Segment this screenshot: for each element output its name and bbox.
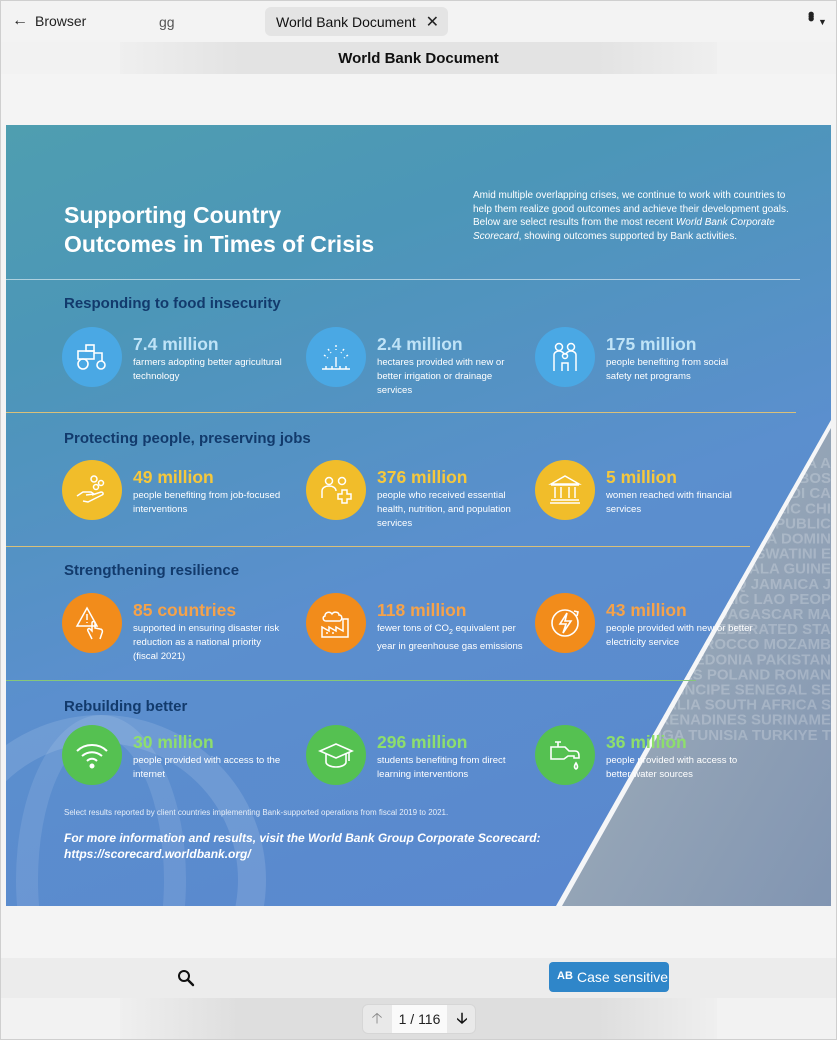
case-sensitive-label: Case sensitive: [577, 969, 669, 985]
stat-value: 5 million: [606, 467, 677, 487]
section-heading-resilience: Strengthening resilience: [64, 562, 240, 579]
desc-part: fewer tons of CO: [377, 623, 449, 634]
more-info-text: For more information and results, visit …: [64, 831, 541, 845]
stat-description: hectares provided with new or better irr…: [377, 357, 505, 396]
graduation-cap-icon: [306, 725, 366, 785]
overflow-menu-button[interactable]: ••• ▼: [799, 9, 829, 33]
water-tap-icon: [535, 725, 595, 785]
stat-value: 49 million: [133, 467, 214, 487]
stat-value: 376 million: [377, 467, 468, 487]
browser-top-bar: ← Browser gg World Bank Document ✕ ••• ▼: [0, 0, 837, 42]
stat-description: people provided with new or better elect…: [606, 623, 753, 648]
section-heading-food: Responding to food insecurity: [64, 295, 281, 312]
divider: [6, 680, 696, 681]
more-info: For more information and results, visit …: [64, 830, 541, 862]
stat-value: 296 million: [377, 732, 468, 752]
intro-scorecard-title: World Bank Corporate Scorecard: [473, 217, 775, 242]
stat-description: students benefiting from direct learning…: [377, 755, 506, 780]
tab-title: World Bank Document: [276, 14, 416, 30]
tab-world-bank-document[interactable]: World Bank Document ✕: [265, 7, 448, 36]
caret-down-icon: ▼: [818, 17, 827, 27]
country-name-row: MADAGASCAR MA: [694, 606, 832, 623]
stat-value: 175 million: [606, 334, 697, 354]
stat-description: farmers adopting better agricultural tec…: [133, 357, 282, 382]
page-indicator[interactable]: 1 / 116: [392, 1005, 447, 1033]
document-title: World Bank Document: [338, 50, 499, 67]
divider: [6, 546, 750, 547]
stat-description: fewer tons of CO2 equivalent per year in…: [377, 622, 527, 654]
bank-icon: [535, 460, 595, 520]
stat-description: people who received essential health, nu…: [377, 490, 511, 529]
footnote: Select results reported by client countr…: [64, 808, 449, 817]
stat-value: 43 million: [606, 600, 687, 620]
stat-description: supported in ensuring disaster risk redu…: [133, 623, 280, 662]
stat-value: 2.4 million: [377, 334, 463, 354]
family-icon: [535, 327, 595, 387]
stat-description: people provided with access to the inter…: [133, 755, 281, 780]
search-icon[interactable]: [176, 968, 196, 988]
document-title-bar: World Bank Document: [120, 42, 717, 74]
document-page: ARGENTINA A BOLIVIA BOS BURUNDI CA PUBLIC C…: [6, 125, 831, 906]
title-line-1: Supporting Country: [64, 202, 282, 228]
stat-description: women reached with financial services: [606, 490, 732, 515]
factory-cloud-icon: [306, 593, 366, 653]
back-arrow-icon[interactable]: ←: [12, 12, 28, 29]
stat-value: 30 million: [133, 732, 214, 752]
divider: [6, 279, 800, 280]
stat-description: people benefiting from social safety net…: [606, 357, 729, 382]
title-line-2: Outcomes in Times of Crisis: [64, 231, 375, 257]
case-sensitive-icon: AB: [557, 970, 573, 982]
desc-subscript: 2: [448, 628, 453, 636]
hand-coins-icon: [62, 460, 122, 520]
stat-description: people provided with access to better wa…: [606, 755, 738, 780]
wifi-icon: [62, 725, 122, 785]
section-heading-rebuilding: Rebuilding better: [64, 698, 188, 715]
section-heading-jobs: Protecting people, preserving jobs: [64, 430, 311, 447]
page-navigator: 🡡 1 / 116 🡣: [362, 1004, 476, 1034]
desc-part: equivalent per year in greenhouse gas em…: [377, 623, 523, 652]
stat-value: 36 million: [606, 732, 687, 752]
health-cross-icon: [306, 460, 366, 520]
next-page-arrow-icon[interactable]: 🡣: [456, 1010, 468, 1027]
stat-value: 118 million: [377, 600, 467, 620]
close-icon[interactable]: ✕: [425, 14, 439, 31]
warning-hand-icon: [62, 593, 122, 653]
pager-bar: 🡡 1 / 116 🡣: [120, 998, 717, 1040]
scorecard-link[interactable]: https://scorecard.worldbank.org/: [64, 847, 251, 861]
country-name-row: TIMOR-LESTE TOGO TONGA TUNISIA TURKIYE T: [556, 727, 831, 744]
intro-paragraph: Amid multiple overlapping crises, we con…: [473, 189, 793, 243]
tractor-icon: [62, 327, 122, 387]
intro-text-end: , showing outcomes supported by Bank act…: [518, 230, 738, 242]
intro-text: Amid multiple overlapping crises, we con…: [473, 190, 789, 229]
stat-value: 85 countries: [133, 600, 237, 620]
stat-description: people benefiting from job-focused inter…: [133, 490, 281, 515]
url-text[interactable]: gg: [159, 14, 175, 30]
previous-page-arrow-icon[interactable]: 🡡: [371, 1010, 383, 1027]
page-title: Supporting Country Outcomes in Times of …: [64, 201, 424, 259]
stat-value: 7.4 million: [133, 334, 219, 354]
divider: [6, 412, 796, 413]
find-toolbar: AB Case sensitive: [0, 958, 837, 998]
case-sensitive-button[interactable]: AB Case sensitive: [549, 962, 669, 992]
back-label[interactable]: Browser: [35, 13, 87, 29]
kebab-menu-icon: •••: [801, 11, 821, 18]
irrigation-icon: [306, 327, 366, 387]
electricity-icon: [535, 593, 595, 653]
